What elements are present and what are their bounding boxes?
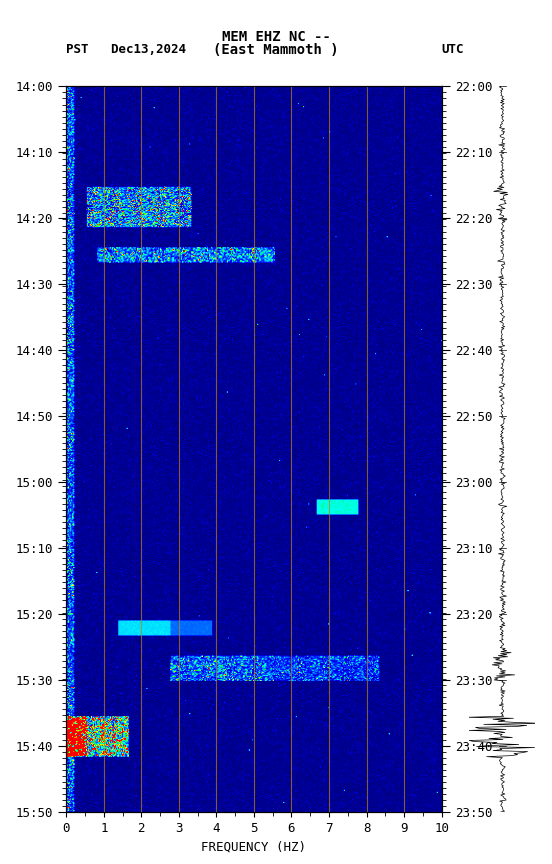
Text: UTC: UTC [442,43,464,56]
Text: (East Mammoth ): (East Mammoth ) [213,43,339,57]
X-axis label: FREQUENCY (HZ): FREQUENCY (HZ) [201,841,306,854]
Text: PST   Dec13,2024: PST Dec13,2024 [66,43,186,56]
Text: MEM EHZ NC --: MEM EHZ NC -- [221,30,331,44]
